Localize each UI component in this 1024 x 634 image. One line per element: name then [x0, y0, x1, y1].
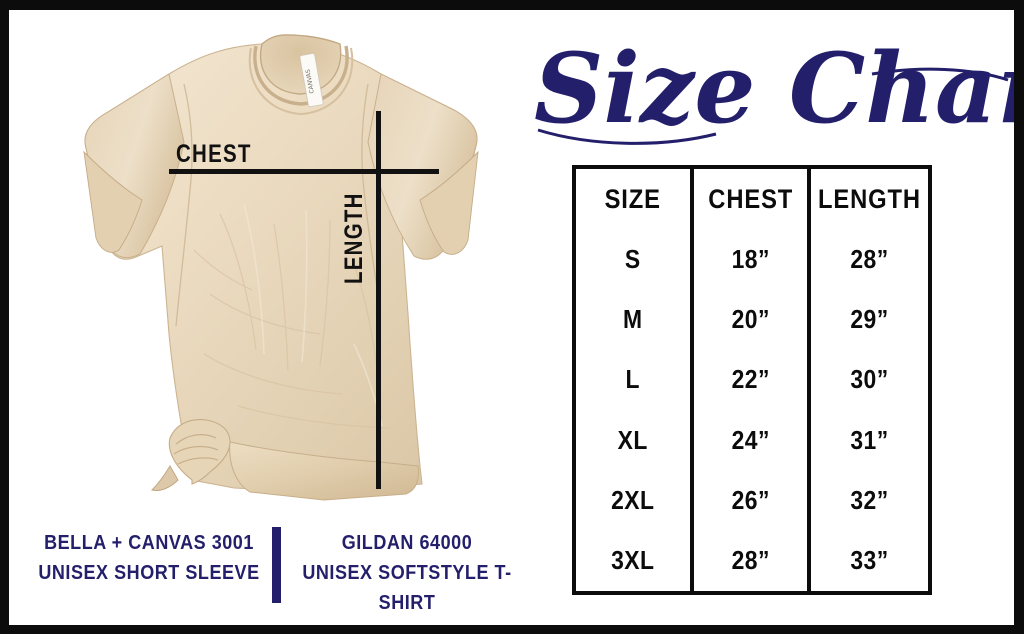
brand-left-line1: BELLA + CANVAS 3001: [44, 532, 254, 554]
table-cell-length-xl: 31”: [850, 424, 889, 455]
brand-right-line1: GILDAN 64000: [341, 532, 473, 554]
table-cell-length-3xl: 33”: [850, 545, 889, 576]
table-column-size: SIZE S M L XL 2XL 3XL: [576, 169, 694, 591]
table-cell-length-s: 28”: [850, 243, 889, 274]
table-cell-length-2xl: 32”: [850, 485, 889, 516]
table-cell-size-2xl: 2XL: [611, 485, 655, 516]
page-title: Size Chart: [520, 26, 1020, 156]
table-cell-length-m: 29”: [850, 304, 889, 335]
table-cell-chest-2xl: 26”: [731, 485, 770, 516]
table-header-chest: CHEST: [707, 183, 793, 214]
frame-border-top: [0, 0, 1024, 10]
frame-border-right: [1014, 0, 1024, 634]
table-cell-size-xl: XL: [617, 424, 648, 455]
table-column-length: LENGTH 28” 29” 30” 31” 32” 33”: [811, 169, 928, 591]
table-cell-chest-m: 20”: [731, 304, 770, 335]
table-column-chest: CHEST 18” 20” 22” 24” 26” 28”: [694, 169, 811, 591]
table-cell-size-3xl: 3XL: [611, 545, 655, 576]
table-cell-chest-xl: 24”: [731, 424, 770, 455]
table-cell-chest-s: 18”: [731, 243, 770, 274]
table-cell-size-s: S: [624, 243, 641, 274]
frame-border-bottom: [0, 625, 1024, 634]
table-cell-chest-l: 22”: [731, 364, 770, 395]
brand-left-line2: UNISEX SHORT SLEEVE: [38, 562, 260, 584]
table-header-length: LENGTH: [818, 183, 921, 214]
table-cell-length-l: 30”: [850, 364, 889, 395]
brand-footer: BELLA + CANVAS 3001 UNISEX SHORT SLEEVE …: [24, 524, 524, 614]
svg-text:CANVAS: CANVAS: [305, 69, 316, 94]
footer-divider: [272, 527, 281, 603]
brand-right-line2: UNISEX SOFTSTYLE T-SHIRT: [302, 562, 512, 614]
brand-info-bella-canvas: BELLA + CANVAS 3001 UNISEX SHORT SLEEVE: [37, 528, 262, 588]
table-header-size: SIZE: [604, 183, 661, 214]
table-cell-chest-3xl: 28”: [731, 545, 770, 576]
svg-text:Size Chart: Size Chart: [534, 32, 1020, 145]
table-cell-size-l: L: [625, 364, 640, 395]
size-chart-table: SIZE S M L XL 2XL 3XL CHEST 18” 20” 22” …: [572, 165, 932, 595]
brand-info-gildan: GILDAN 64000 UNISEX SOFTSTYLE T-SHIRT: [295, 528, 520, 618]
table-cell-size-m: M: [622, 304, 643, 335]
frame-border-left: [0, 0, 9, 634]
tshirt-product-image: CANVAS: [24, 14, 524, 514]
